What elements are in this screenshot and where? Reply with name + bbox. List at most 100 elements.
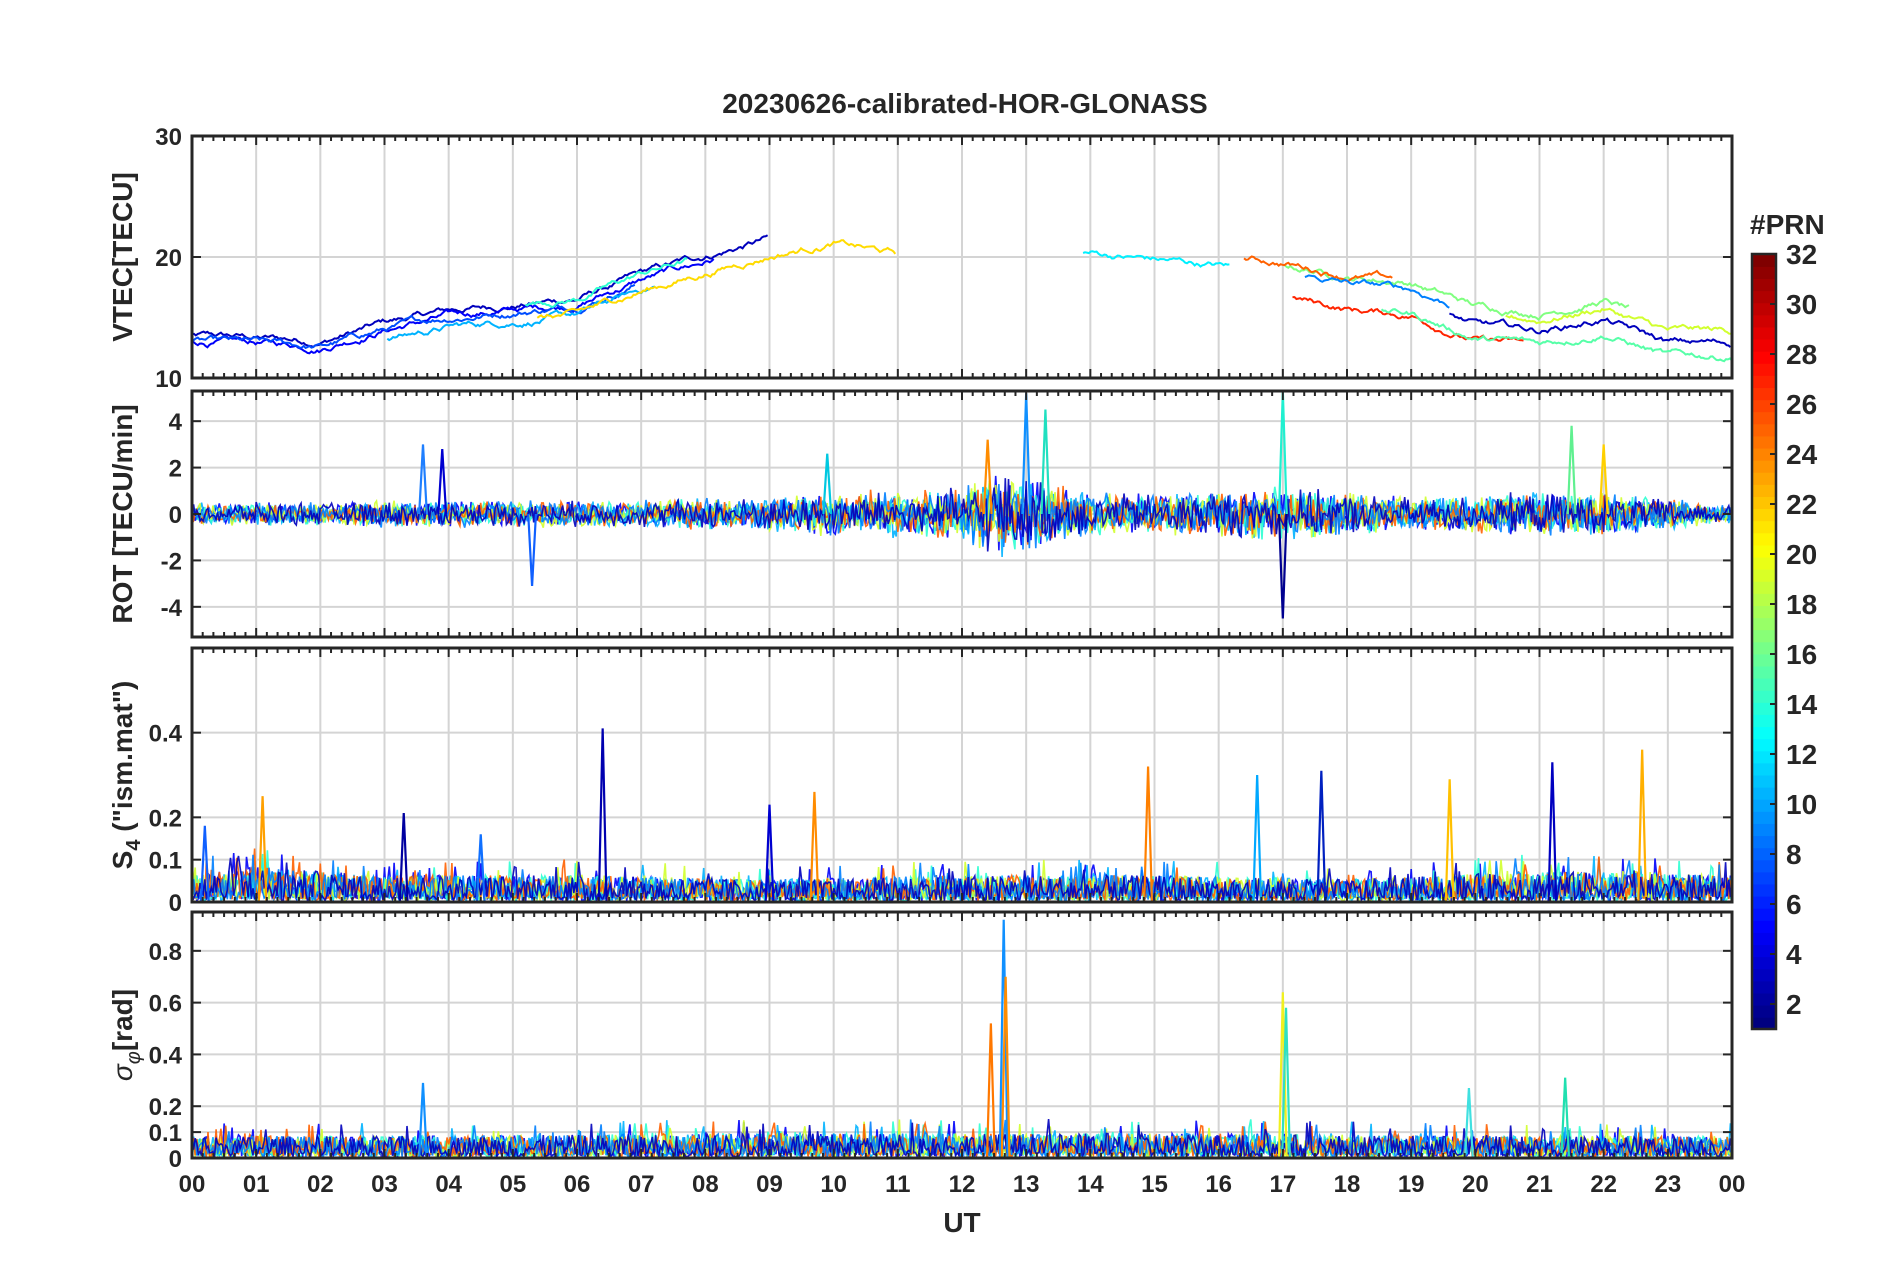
colorbar-segment bbox=[1752, 1004, 1776, 1018]
colorbar-segment bbox=[1752, 399, 1776, 413]
colorbar-tick-label: 8 bbox=[1786, 839, 1802, 870]
y-tick-label: 0.2 bbox=[149, 1094, 182, 1121]
y-tick-label: 0 bbox=[169, 502, 182, 529]
colorbar-segment bbox=[1752, 496, 1776, 510]
colorbar-segment bbox=[1752, 435, 1776, 449]
s4-spike bbox=[257, 796, 268, 903]
colorbar-segment bbox=[1752, 617, 1776, 631]
s4-spike bbox=[475, 834, 486, 903]
sigma_phi-spike bbox=[1277, 992, 1288, 1159]
y-tick-label: 0.1 bbox=[149, 1120, 182, 1147]
panel-s4: 0 0.1 0.2 0.4S4 ("ism.mat") bbox=[107, 646, 1734, 917]
rot-trace bbox=[191, 484, 1733, 550]
sigma_phi-spike bbox=[985, 1023, 996, 1159]
colorbar-segment bbox=[1752, 823, 1776, 837]
colorbar-segment bbox=[1752, 484, 1776, 497]
s4-spike bbox=[1637, 749, 1648, 903]
s4-spike bbox=[1547, 762, 1558, 903]
panel-s4-frame bbox=[190, 646, 1734, 904]
colorbar-tick-label: 22 bbox=[1786, 489, 1817, 520]
x-tick-label: 15 bbox=[1141, 1171, 1168, 1198]
colorbar-tick-label: 30 bbox=[1786, 289, 1817, 320]
colorbar-segment bbox=[1752, 1016, 1776, 1030]
x-tick-label: 23 bbox=[1654, 1171, 1681, 1198]
colorbar-tick-label: 24 bbox=[1786, 439, 1818, 470]
colorbar-title: #PRN bbox=[1750, 209, 1825, 240]
x-tick-label: 03 bbox=[371, 1171, 398, 1198]
colorbar-segment bbox=[1752, 895, 1776, 909]
vtec-trace bbox=[1082, 250, 1230, 268]
panel-vtec-traces bbox=[191, 234, 1733, 363]
rot-spike bbox=[982, 439, 993, 515]
colorbar-segment bbox=[1752, 871, 1776, 885]
colorbar-segment bbox=[1752, 580, 1776, 594]
sigma_phi-spike bbox=[1560, 1077, 1571, 1159]
chart-title: 20230626-calibrated-HOR-GLONASS bbox=[722, 88, 1208, 119]
s4-spike bbox=[1316, 770, 1327, 903]
y-tick-label: 20 bbox=[155, 245, 182, 272]
colorbar-tick-label: 14 bbox=[1786, 689, 1818, 720]
rot-spike bbox=[1566, 425, 1577, 515]
s4-trace bbox=[191, 850, 1733, 903]
colorbar-segment bbox=[1752, 326, 1776, 340]
y-tick-label: 30 bbox=[155, 124, 182, 151]
x-tick-label: 21 bbox=[1526, 1171, 1553, 1198]
vtec-trace bbox=[1304, 274, 1450, 309]
x-tick-label: 19 bbox=[1398, 1171, 1425, 1198]
colorbar-segment bbox=[1752, 714, 1776, 728]
colorbar-segment bbox=[1752, 762, 1776, 776]
colorbar-frame bbox=[1750, 252, 1778, 1031]
colorbar-segment bbox=[1752, 556, 1776, 570]
panel-rot-frame bbox=[190, 389, 1734, 639]
colorbar-segment bbox=[1752, 447, 1776, 461]
colorbar-segment bbox=[1752, 738, 1776, 752]
x-tick-label: 14 bbox=[1077, 1171, 1104, 1198]
x-tick-label: 00 bbox=[1719, 1171, 1746, 1198]
s4-spike bbox=[199, 825, 210, 903]
s4-trace bbox=[191, 855, 1733, 904]
colorbar-segment bbox=[1752, 907, 1776, 921]
y-tick-label: 0.4 bbox=[149, 721, 183, 748]
colorbar-segment bbox=[1752, 689, 1776, 703]
colorbar-segment bbox=[1752, 641, 1776, 655]
colorbar-tick-label: 20 bbox=[1786, 539, 1817, 570]
x-tick-label: 18 bbox=[1334, 1171, 1361, 1198]
vtec-trace bbox=[191, 258, 715, 355]
y-tick-label: -2 bbox=[161, 548, 182, 575]
colorbar-segment bbox=[1752, 568, 1776, 582]
s4-spike bbox=[398, 813, 409, 903]
colorbar-tick-label: 32 bbox=[1786, 239, 1817, 270]
colorbar-segment bbox=[1752, 883, 1776, 897]
x-tick-label: 22 bbox=[1590, 1171, 1617, 1198]
colorbar-tick-label: 10 bbox=[1786, 789, 1817, 820]
x-axis: 00 01 02 03 04 05 06 07 08 09 10 11 12 13 14 15 16 17 18 19… bbox=[179, 1171, 1746, 1198]
x-tick-label: 16 bbox=[1205, 1171, 1232, 1198]
panel-sigma_phi: 00.10.2 0.4 0.6 0.8σφ[rad] bbox=[107, 910, 1734, 1173]
panel-s4-ylabel: S4 ("ism.mat") bbox=[107, 681, 145, 870]
colorbar-tick-label: 6 bbox=[1786, 889, 1802, 920]
colorbar-segment bbox=[1752, 593, 1776, 606]
vtec-trace bbox=[1449, 312, 1732, 348]
colorbar-segment bbox=[1752, 362, 1776, 376]
colorbar-segment bbox=[1752, 944, 1776, 958]
colorbar-segment bbox=[1752, 605, 1776, 619]
x-tick-label: 06 bbox=[564, 1171, 591, 1198]
rot-spike bbox=[527, 513, 538, 587]
colorbar-segment bbox=[1752, 726, 1776, 740]
colorbar-segment bbox=[1752, 520, 1776, 534]
rot-spike bbox=[1040, 409, 1051, 515]
x-tick-label: 05 bbox=[499, 1171, 526, 1198]
colorbar-tick-label: 2 bbox=[1786, 989, 1802, 1020]
colorbar-segment bbox=[1752, 956, 1776, 970]
y-tick-label: 0.4 bbox=[149, 1042, 183, 1069]
y-tick-label: -4 bbox=[161, 595, 183, 622]
x-tick-label: 08 bbox=[692, 1171, 719, 1198]
panel-vtec-frame bbox=[190, 134, 1734, 380]
vtec-trace bbox=[536, 239, 897, 319]
x-tick-label: 20 bbox=[1462, 1171, 1489, 1198]
panel-rot-ylabel: ROT [TECU/min] bbox=[107, 404, 138, 623]
x-tick-label: 11 bbox=[885, 1171, 910, 1198]
